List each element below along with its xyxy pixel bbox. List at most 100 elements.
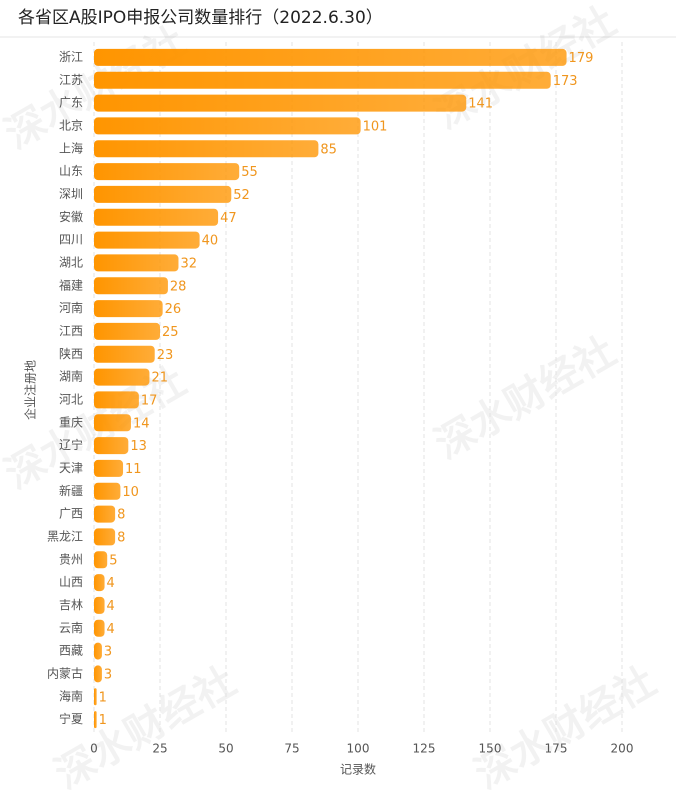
bar — [94, 71, 551, 89]
y-tick-label: 山东 — [59, 164, 83, 178]
y-tick-label: 内蒙古 — [47, 665, 83, 680]
y-tick-label: 广西 — [59, 507, 83, 521]
bar — [94, 345, 155, 363]
y-tick-label: 贵州 — [59, 552, 83, 566]
value-label: 8 — [117, 508, 125, 523]
value-label: 26 — [165, 302, 182, 317]
bar — [94, 688, 97, 706]
x-tick-label: 0 — [90, 742, 98, 756]
y-tick-label: 广东 — [59, 96, 83, 110]
bar — [94, 459, 124, 477]
value-label: 23 — [157, 348, 174, 363]
bar — [94, 277, 168, 295]
bar — [94, 94, 467, 112]
value-label: 25 — [162, 325, 179, 340]
x-tick-label: 125 — [413, 742, 436, 756]
y-tick-label: 江西 — [59, 324, 83, 338]
bar — [94, 117, 361, 135]
y-tick-label: 山西 — [59, 575, 83, 589]
y-axis-label: 企业注册地 — [23, 360, 38, 420]
value-label: 101 — [363, 119, 388, 134]
bar — [94, 300, 163, 318]
watermark: 深水财经社 — [468, 658, 664, 790]
value-label: 5 — [109, 553, 117, 568]
bar — [94, 711, 97, 729]
value-label: 4 — [107, 599, 115, 614]
value-label: 8 — [117, 530, 125, 545]
bar — [94, 596, 105, 614]
bar — [94, 642, 102, 660]
bar — [94, 231, 200, 249]
value-label: 85 — [320, 142, 337, 157]
value-label: 21 — [151, 371, 168, 386]
value-label: 28 — [170, 279, 187, 294]
x-tick-label: 200 — [611, 742, 634, 756]
bar — [94, 528, 116, 546]
value-label: 3 — [104, 667, 112, 682]
x-tick-label: 50 — [218, 742, 233, 756]
y-tick-label: 宁夏 — [59, 711, 83, 726]
bar — [94, 482, 121, 500]
value-label: 14 — [133, 416, 150, 431]
bar — [94, 414, 131, 432]
value-label: 179 — [569, 51, 594, 66]
bar — [94, 619, 105, 637]
value-label: 3 — [104, 645, 112, 660]
x-tick-label: 25 — [152, 742, 167, 756]
bar — [94, 574, 105, 592]
y-tick-label: 河北 — [59, 392, 83, 406]
watermark: 深水财经社 — [428, 0, 624, 138]
y-tick-label: 河南 — [59, 300, 83, 315]
y-tick-label: 深圳 — [59, 187, 83, 201]
value-label: 10 — [122, 485, 139, 500]
value-label: 17 — [141, 393, 158, 408]
value-label: 1 — [99, 690, 107, 705]
x-tick-label: 100 — [347, 742, 370, 756]
y-tick-label: 福建 — [59, 277, 83, 292]
bar — [94, 48, 567, 66]
bar — [94, 437, 129, 455]
y-tick-label: 云南 — [59, 620, 83, 635]
y-tick-label: 西藏 — [59, 644, 83, 658]
value-label: 1 — [99, 713, 107, 728]
y-tick-label: 重庆 — [59, 415, 83, 429]
value-label: 32 — [180, 256, 197, 271]
watermark: 深水财经社 — [428, 328, 624, 468]
value-label: 40 — [202, 234, 219, 249]
bar — [94, 163, 240, 181]
bar — [94, 322, 160, 340]
value-label: 47 — [220, 211, 237, 226]
y-tick-label: 天津 — [59, 461, 83, 475]
chart-title: 各省区A股IPO申报公司数量排行（2022.6.30） — [18, 8, 383, 28]
x-axis-label: 记录数 — [340, 762, 376, 777]
y-tick-label: 上海 — [59, 140, 83, 155]
y-tick-label: 江苏 — [59, 73, 83, 87]
y-tick-label: 新疆 — [59, 483, 83, 498]
bar — [94, 505, 116, 523]
bar — [94, 551, 108, 569]
y-tick-label: 湖北 — [59, 254, 83, 269]
bar — [94, 254, 179, 272]
y-tick-label: 海南 — [59, 688, 83, 703]
bar — [94, 368, 150, 386]
value-label: 141 — [468, 97, 493, 112]
x-tick-label: 75 — [284, 742, 299, 756]
bar — [94, 665, 102, 683]
y-tick-label: 四川 — [59, 233, 83, 247]
bar — [94, 185, 232, 203]
value-label: 173 — [553, 74, 578, 89]
bar — [94, 140, 319, 158]
x-tick-label: 150 — [479, 742, 502, 756]
y-tick-label: 陕西 — [59, 346, 83, 361]
value-label: 11 — [125, 462, 142, 477]
y-tick-label: 黑龙江 — [47, 529, 83, 543]
value-label: 4 — [107, 576, 115, 591]
value-label: 4 — [107, 622, 115, 637]
bar — [94, 208, 219, 226]
bar — [94, 391, 139, 409]
y-tick-label: 浙江 — [59, 50, 83, 64]
y-tick-label: 湖南 — [59, 369, 83, 384]
value-label: 55 — [241, 165, 258, 180]
y-tick-label: 北京 — [59, 118, 83, 132]
